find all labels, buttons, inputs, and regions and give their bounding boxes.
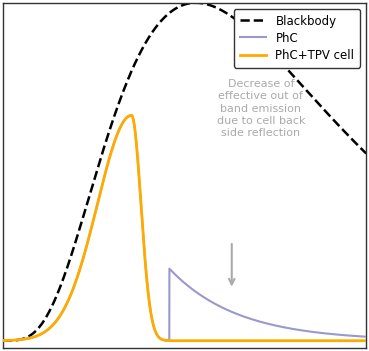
Legend: Blackbody, PhC, PhC+TPV cell: Blackbody, PhC, PhC+TPV cell <box>234 9 360 68</box>
Text: Decrease of
effective out of
band emission
due to cell back
side reflection: Decrease of effective out of band emissi… <box>217 79 305 138</box>
